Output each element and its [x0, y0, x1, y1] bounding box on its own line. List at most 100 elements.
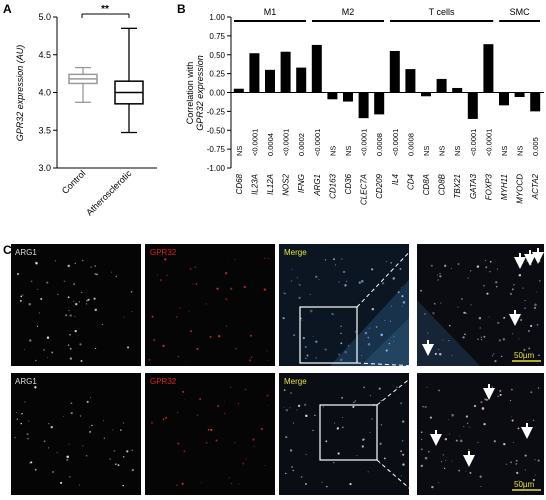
tissue-speckle [538, 260, 541, 263]
bar-cd163 [327, 92, 338, 100]
tissue-speckle [526, 260, 528, 262]
panel-a-y-label: GPR32 expression (AU) [15, 45, 25, 142]
tissue-speckle [334, 422, 336, 424]
tissue-speckle [103, 419, 104, 421]
tissue-speckle [371, 268, 374, 271]
tissue-speckle [305, 357, 307, 359]
tissue-speckle [441, 461, 443, 463]
tissue-speckle [74, 315, 76, 317]
tissue-speckle [27, 437, 29, 440]
tissue-speckle [511, 388, 513, 391]
tissue-speckle [518, 273, 522, 277]
tissue-speckle [290, 392, 292, 394]
bar-cd209 [374, 92, 385, 115]
tissue-speckle [530, 324, 533, 328]
tissue-speckle [162, 418, 165, 421]
tissue-speckle [322, 406, 324, 408]
tissue-speckle [396, 386, 398, 389]
label-gpr32-row2: GPR32 [150, 377, 177, 386]
tissue-speckle [499, 393, 502, 396]
tissue-speckle [420, 431, 423, 434]
tissue-blue-region-row1-inner [360, 318, 409, 366]
tissue-speckle [120, 429, 122, 431]
tissue-speckle [402, 453, 405, 456]
tissue-speckle [401, 440, 404, 442]
tissue-speckle [442, 454, 444, 456]
tissue-speckle [312, 429, 314, 432]
bar-cd68 [233, 88, 244, 93]
tissue-speckle [43, 440, 46, 443]
tissue-speckle [465, 415, 469, 418]
tissue-speckle [397, 291, 400, 294]
tissue-speckle [122, 484, 124, 487]
tissue-speckle [480, 339, 482, 341]
tissue-speckle [424, 312, 427, 315]
tissue-speckle [511, 419, 514, 422]
tissue-speckle [30, 280, 33, 283]
tissue-speckle [443, 467, 446, 469]
tissue-speckle [267, 404, 269, 406]
tissue-speckle [491, 355, 493, 357]
tissue-speckle [209, 335, 212, 338]
tissue-speckle [422, 405, 424, 408]
y-tick-label: 4.5 [38, 50, 51, 60]
tissue-speckle [534, 303, 537, 307]
tissue-speckle [353, 401, 355, 404]
tissue-speckle [314, 414, 316, 416]
tissue-speckle [444, 437, 448, 441]
tissue-speckle [253, 445, 255, 447]
tissue-speckle [349, 483, 352, 486]
tissue-speckle [458, 469, 461, 472]
tissue-speckle [68, 310, 70, 312]
tissue-speckle [467, 277, 469, 279]
tissue-speckle [73, 283, 75, 285]
tissue-speckle [285, 408, 289, 412]
x-tick-label: CLEC7A [360, 174, 369, 205]
bar-cd8b [436, 78, 447, 93]
tissue-speckle [428, 451, 430, 453]
tissue-speckle [480, 485, 482, 488]
tissue-speckle [264, 465, 266, 467]
tissue-speckle [190, 330, 193, 333]
label-merge-row1: Merge [284, 248, 307, 257]
tissue-speckle [437, 279, 440, 281]
tissue-speckle [524, 469, 527, 471]
tissue-speckle [242, 462, 245, 465]
x-tick-label: IL12A [266, 174, 275, 195]
tissue-speckle [537, 387, 540, 389]
box-control [68, 66, 98, 103]
tissue-speckle [36, 325, 39, 327]
tissue-speckle [289, 449, 293, 452]
tissue-speckle [194, 266, 197, 269]
tissue-speckle [175, 315, 178, 318]
tissue-speckle [94, 265, 97, 267]
tissue-speckle [177, 442, 180, 445]
p-value-label: NS [328, 146, 337, 156]
label-arg1-row1: ARG1 [15, 248, 37, 257]
tissue-speckle [46, 281, 49, 284]
tissue-speckle [126, 450, 129, 453]
tissue-speckle [468, 448, 470, 451]
p-value-label: NS [438, 146, 447, 156]
tissue-speckle [528, 347, 531, 350]
tissue-speckle [70, 402, 73, 405]
tissue-speckle [449, 324, 451, 327]
tissue-speckle [245, 458, 247, 460]
tissue-speckle [196, 414, 199, 417]
tissue-speckle [224, 272, 228, 275]
tissue-speckle [340, 332, 342, 335]
tissue-speckle [532, 479, 535, 481]
tissue-speckle [300, 476, 303, 478]
tissue-speckle [440, 302, 442, 304]
tissue-speckle [86, 300, 88, 302]
tissue-speckle [363, 386, 365, 389]
bar-acta2 [530, 92, 541, 112]
tissue-speckle [325, 440, 328, 443]
tissue-speckle [109, 458, 111, 460]
tissue-speckle [69, 334, 71, 336]
tissue-speckle [499, 389, 502, 392]
tissue-speckle [152, 338, 156, 342]
tissue-speckle [429, 416, 433, 419]
tissue-speckle [477, 442, 479, 444]
tissue-speckle [431, 485, 434, 489]
